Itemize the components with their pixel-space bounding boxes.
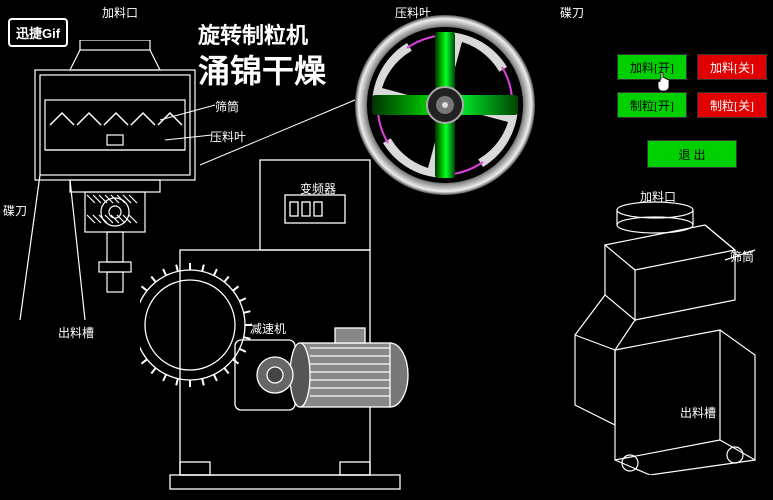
label-discharge-left: 出料槽 [58,324,94,341]
label-chopper-top: 碟刀 [560,4,584,21]
feed-on-button[interactable]: 加料[开] [617,54,687,80]
main-machine-diagram [140,150,500,495]
granulate-on-button[interactable]: 制粒[开] [617,92,687,118]
granulate-off-button[interactable]: 制粒[关] [697,92,767,118]
exit-button[interactable]: 退 出 [647,140,737,168]
iso-machine-diagram [560,195,770,475]
feed-off-button[interactable]: 加料[关] [697,54,767,80]
